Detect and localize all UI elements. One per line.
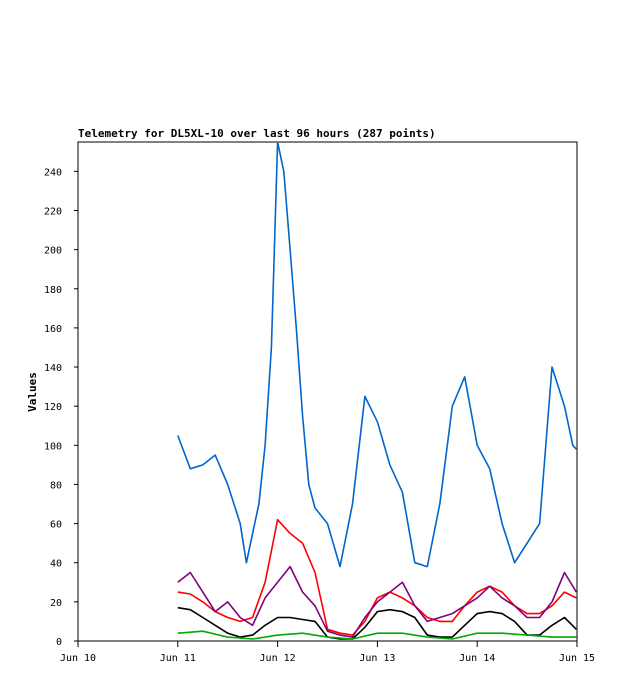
y-axis-label: Values [26, 372, 39, 412]
y-tick-label: 200 [44, 246, 62, 257]
chart-title: Telemetry for DL5XL-10 over last 96 hour… [78, 127, 436, 140]
series-line-3 [177, 565, 577, 638]
y-tick-label: 120 [44, 402, 62, 413]
y-axis: 0 20 40 60 80 100 120 140 160 180 200 220 240 [44, 167, 78, 648]
y-tick-label: 60 [50, 520, 62, 531]
x-tick-label: Jun 15 [559, 653, 595, 664]
y-tick-label: 20 [50, 598, 62, 609]
y-tick-label: 140 [44, 363, 62, 374]
series-layer [177, 141, 577, 640]
series-line-4 [177, 606, 577, 640]
x-tick-label: Jun 14 [459, 653, 495, 664]
y-tick-label: 160 [44, 324, 62, 335]
x-tick-label: Jun 12 [260, 653, 296, 664]
plot-frame [77, 141, 578, 642]
y-tick-label: 0 [56, 637, 62, 648]
y-tick-label: 220 [44, 206, 62, 217]
y-tick-label: 180 [44, 285, 62, 296]
series-line-5 [177, 630, 577, 640]
y-tick-label: 40 [50, 559, 62, 570]
x-tick-label: Jun 13 [359, 653, 395, 664]
y-tick-label: 80 [50, 480, 62, 491]
y-tick-label: 240 [44, 167, 62, 178]
series-line-2 [177, 518, 577, 636]
x-tick-label: Jun 10 [60, 653, 96, 664]
x-tick-label: Jun 11 [160, 653, 196, 664]
series-line-1 [177, 141, 577, 568]
y-tick-label: 100 [44, 441, 62, 452]
x-axis: Jun 10 Jun 11 Jun 12 Jun 13 Jun 14 Jun 15 [60, 641, 595, 664]
